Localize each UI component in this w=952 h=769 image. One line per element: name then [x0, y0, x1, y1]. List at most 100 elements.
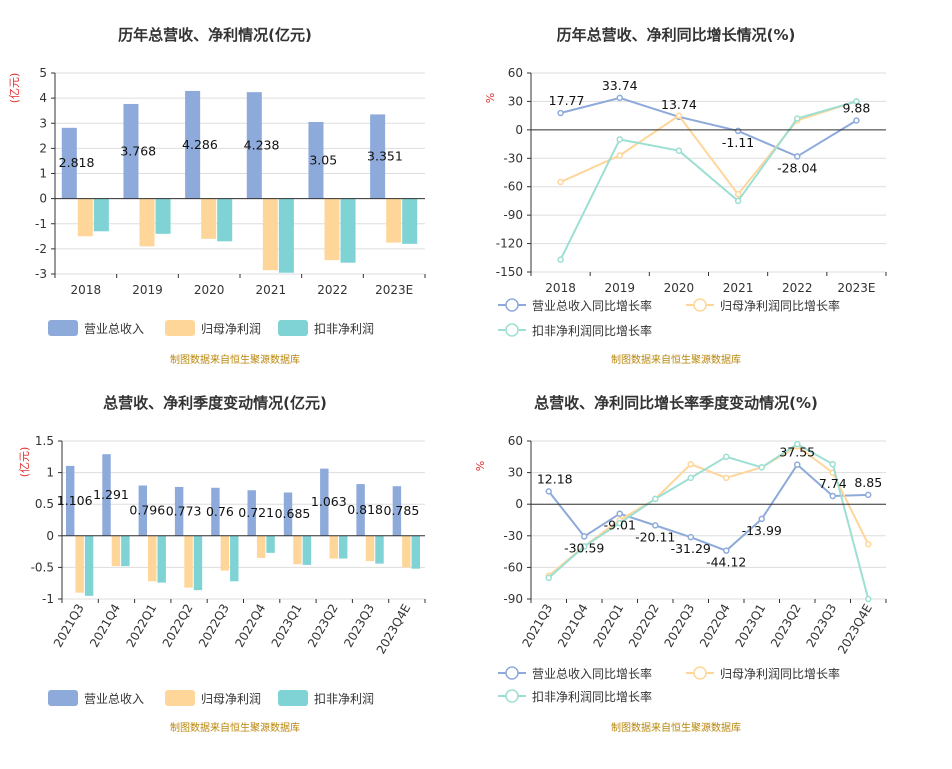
x-tick-label: 2023Q3	[341, 602, 377, 650]
data-label: 4.238	[244, 137, 280, 152]
legend-label: 扣非净利润同比增长率	[532, 689, 652, 704]
chart-svg: 历年总营收、净利情况(亿元) (亿元) 5 4 3 2 1 0 -1 -2 -3 2.818 3.768…	[8, 26, 426, 366]
data-label: -28.04	[777, 160, 817, 175]
data-label: 2.818	[59, 155, 95, 170]
data-label: -20.11	[635, 529, 675, 544]
y-tick-label: -90	[503, 592, 523, 606]
point-扣非净利润同比增长率	[675, 147, 683, 154]
bar-扣非净利润	[121, 535, 130, 567]
point-营业总收入同比增长率	[723, 547, 730, 554]
bar-归母净利润	[148, 535, 157, 582]
data-label: -13.99	[742, 523, 782, 538]
bar-归母净利润	[111, 535, 121, 567]
line-营业总收入同比增长率	[560, 96, 857, 158]
legend-label: 扣非净利润	[314, 692, 374, 706]
line-扣非净利润同比增长率	[548, 442, 870, 600]
x-tick-label: 2021Q3	[519, 602, 555, 650]
bar-归母净利润	[139, 198, 155, 247]
y-tick-label: 0	[46, 529, 54, 543]
legend-label: 营业总收入	[84, 692, 144, 706]
bar-营业总收入	[320, 468, 329, 536]
point-扣非净利润同比增长率	[581, 543, 588, 550]
data-label: 33.74	[602, 78, 638, 93]
y-tick-label: 3	[39, 116, 47, 130]
x-tick-label: 2023E	[837, 281, 875, 295]
bar-扣非净利润	[193, 535, 203, 591]
bar-营业总收入	[308, 121, 324, 199]
point-营业总收入同比增长率	[734, 127, 742, 135]
bar-营业总收入	[102, 454, 111, 536]
data-label: 4.286	[182, 137, 218, 152]
x-tick-label: 2023Q1	[269, 602, 305, 650]
point-归母净利润同比增长率	[675, 112, 683, 119]
bar-扣非净利润	[230, 535, 239, 582]
x-tick-label: 2021Q4	[555, 602, 591, 650]
y-tick-label: 0	[515, 123, 523, 137]
y-tick-label: -120	[496, 237, 523, 251]
bar-营业总收入	[246, 92, 262, 199]
bar-扣非净利润	[217, 198, 233, 242]
bar-归母净利润	[324, 198, 340, 261]
point-扣非净利润同比增长率	[557, 256, 564, 263]
chart-annual-growth: 历年总营收、净利同比增长情况(%)% 60 30 0 -30 -60 -90 -120 -150…	[476, 0, 952, 384]
legend-marker	[693, 298, 707, 312]
legend-marker	[693, 666, 707, 680]
y-unit-label: (亿元)	[18, 447, 31, 478]
x-tick-label: 2022Q2	[160, 602, 196, 650]
x-tick-label: 2023Q2	[305, 602, 341, 650]
source-note: 制图数据来自恒生聚源数据库	[170, 721, 300, 734]
x-tick-label: 2022Q3	[196, 602, 232, 650]
line-扣非净利润同比增长率	[559, 100, 857, 261]
data-label: 7.74	[819, 476, 847, 491]
data-label: 13.74	[661, 97, 697, 112]
source-note: 制图数据来自恒生聚源数据库	[611, 721, 741, 734]
y-tick-label: -0.5	[31, 560, 54, 574]
bar-归母净利润	[365, 535, 375, 562]
y-tick-label: -2	[35, 242, 47, 256]
y-tick-label: -1	[35, 217, 47, 231]
legend-label: 归母净利润	[201, 692, 261, 706]
x-tick-label: 2018	[545, 281, 576, 295]
bar-营业总收入	[138, 485, 148, 536]
legend-label: 扣非净利润	[314, 322, 374, 336]
y-unit-label: %	[484, 93, 497, 103]
data-label: 1.106	[57, 493, 93, 508]
legend-marker	[505, 323, 519, 337]
bar-营业总收入	[211, 487, 220, 536]
chart-title: 总营收、净利季度变动情况(亿元)	[103, 394, 327, 412]
legend-label: 归母净利润	[201, 322, 261, 336]
point-营业总收入同比增长率	[687, 533, 694, 541]
data-label: -44.12	[706, 555, 746, 570]
y-tick-label: 0.5	[35, 497, 54, 511]
bar-扣非净利润	[155, 198, 171, 234]
point-扣非净利润同比增长率	[652, 495, 659, 503]
bar-归母净利润	[402, 535, 411, 568]
y-unit-label: %	[474, 461, 487, 471]
data-label: 8.85	[854, 475, 882, 490]
x-tick-label: 2023Q3	[803, 602, 839, 650]
y-tick-label: -30	[503, 529, 523, 543]
data-label: 0.76	[206, 504, 234, 519]
data-label: 0.818	[347, 502, 383, 517]
chart-annual-revenue-profit: 历年总营收、净利情况(亿元) (亿元) 5 4 3 2 1 0 -1 -2 -3 2.818 3.768…	[0, 0, 476, 384]
y-tick-label: 1	[46, 466, 54, 480]
x-tick-label: 2019	[604, 281, 635, 295]
y-tick-label: 60	[508, 434, 523, 448]
data-label: 0.685	[275, 506, 311, 521]
point-扣非净利润同比增长率	[687, 474, 694, 482]
legend-swatch	[165, 320, 195, 336]
legend-label: 营业总收入同比增长率	[532, 298, 652, 313]
x-tick-label: 2022	[782, 281, 813, 295]
data-label: 9.88	[842, 100, 870, 115]
point-营业总收入同比增长率	[853, 117, 860, 124]
chart-svg: 历年总营收、净利同比增长情况(%)% 60 30 0 -30 -60 -90 -120 -150…	[484, 26, 887, 366]
data-label: 1.063	[311, 494, 347, 509]
y-tick-label: -60	[503, 560, 523, 574]
point-归母净利润同比增长率	[687, 460, 694, 468]
bar-扣非净利润	[84, 535, 94, 596]
data-label: 1.291	[93, 487, 129, 502]
y-tick-label: -150	[496, 265, 523, 279]
point-扣非净利润同比增长率	[829, 460, 836, 468]
bar-扣非净利润	[340, 198, 356, 263]
x-tick-label: 2020	[194, 283, 225, 297]
